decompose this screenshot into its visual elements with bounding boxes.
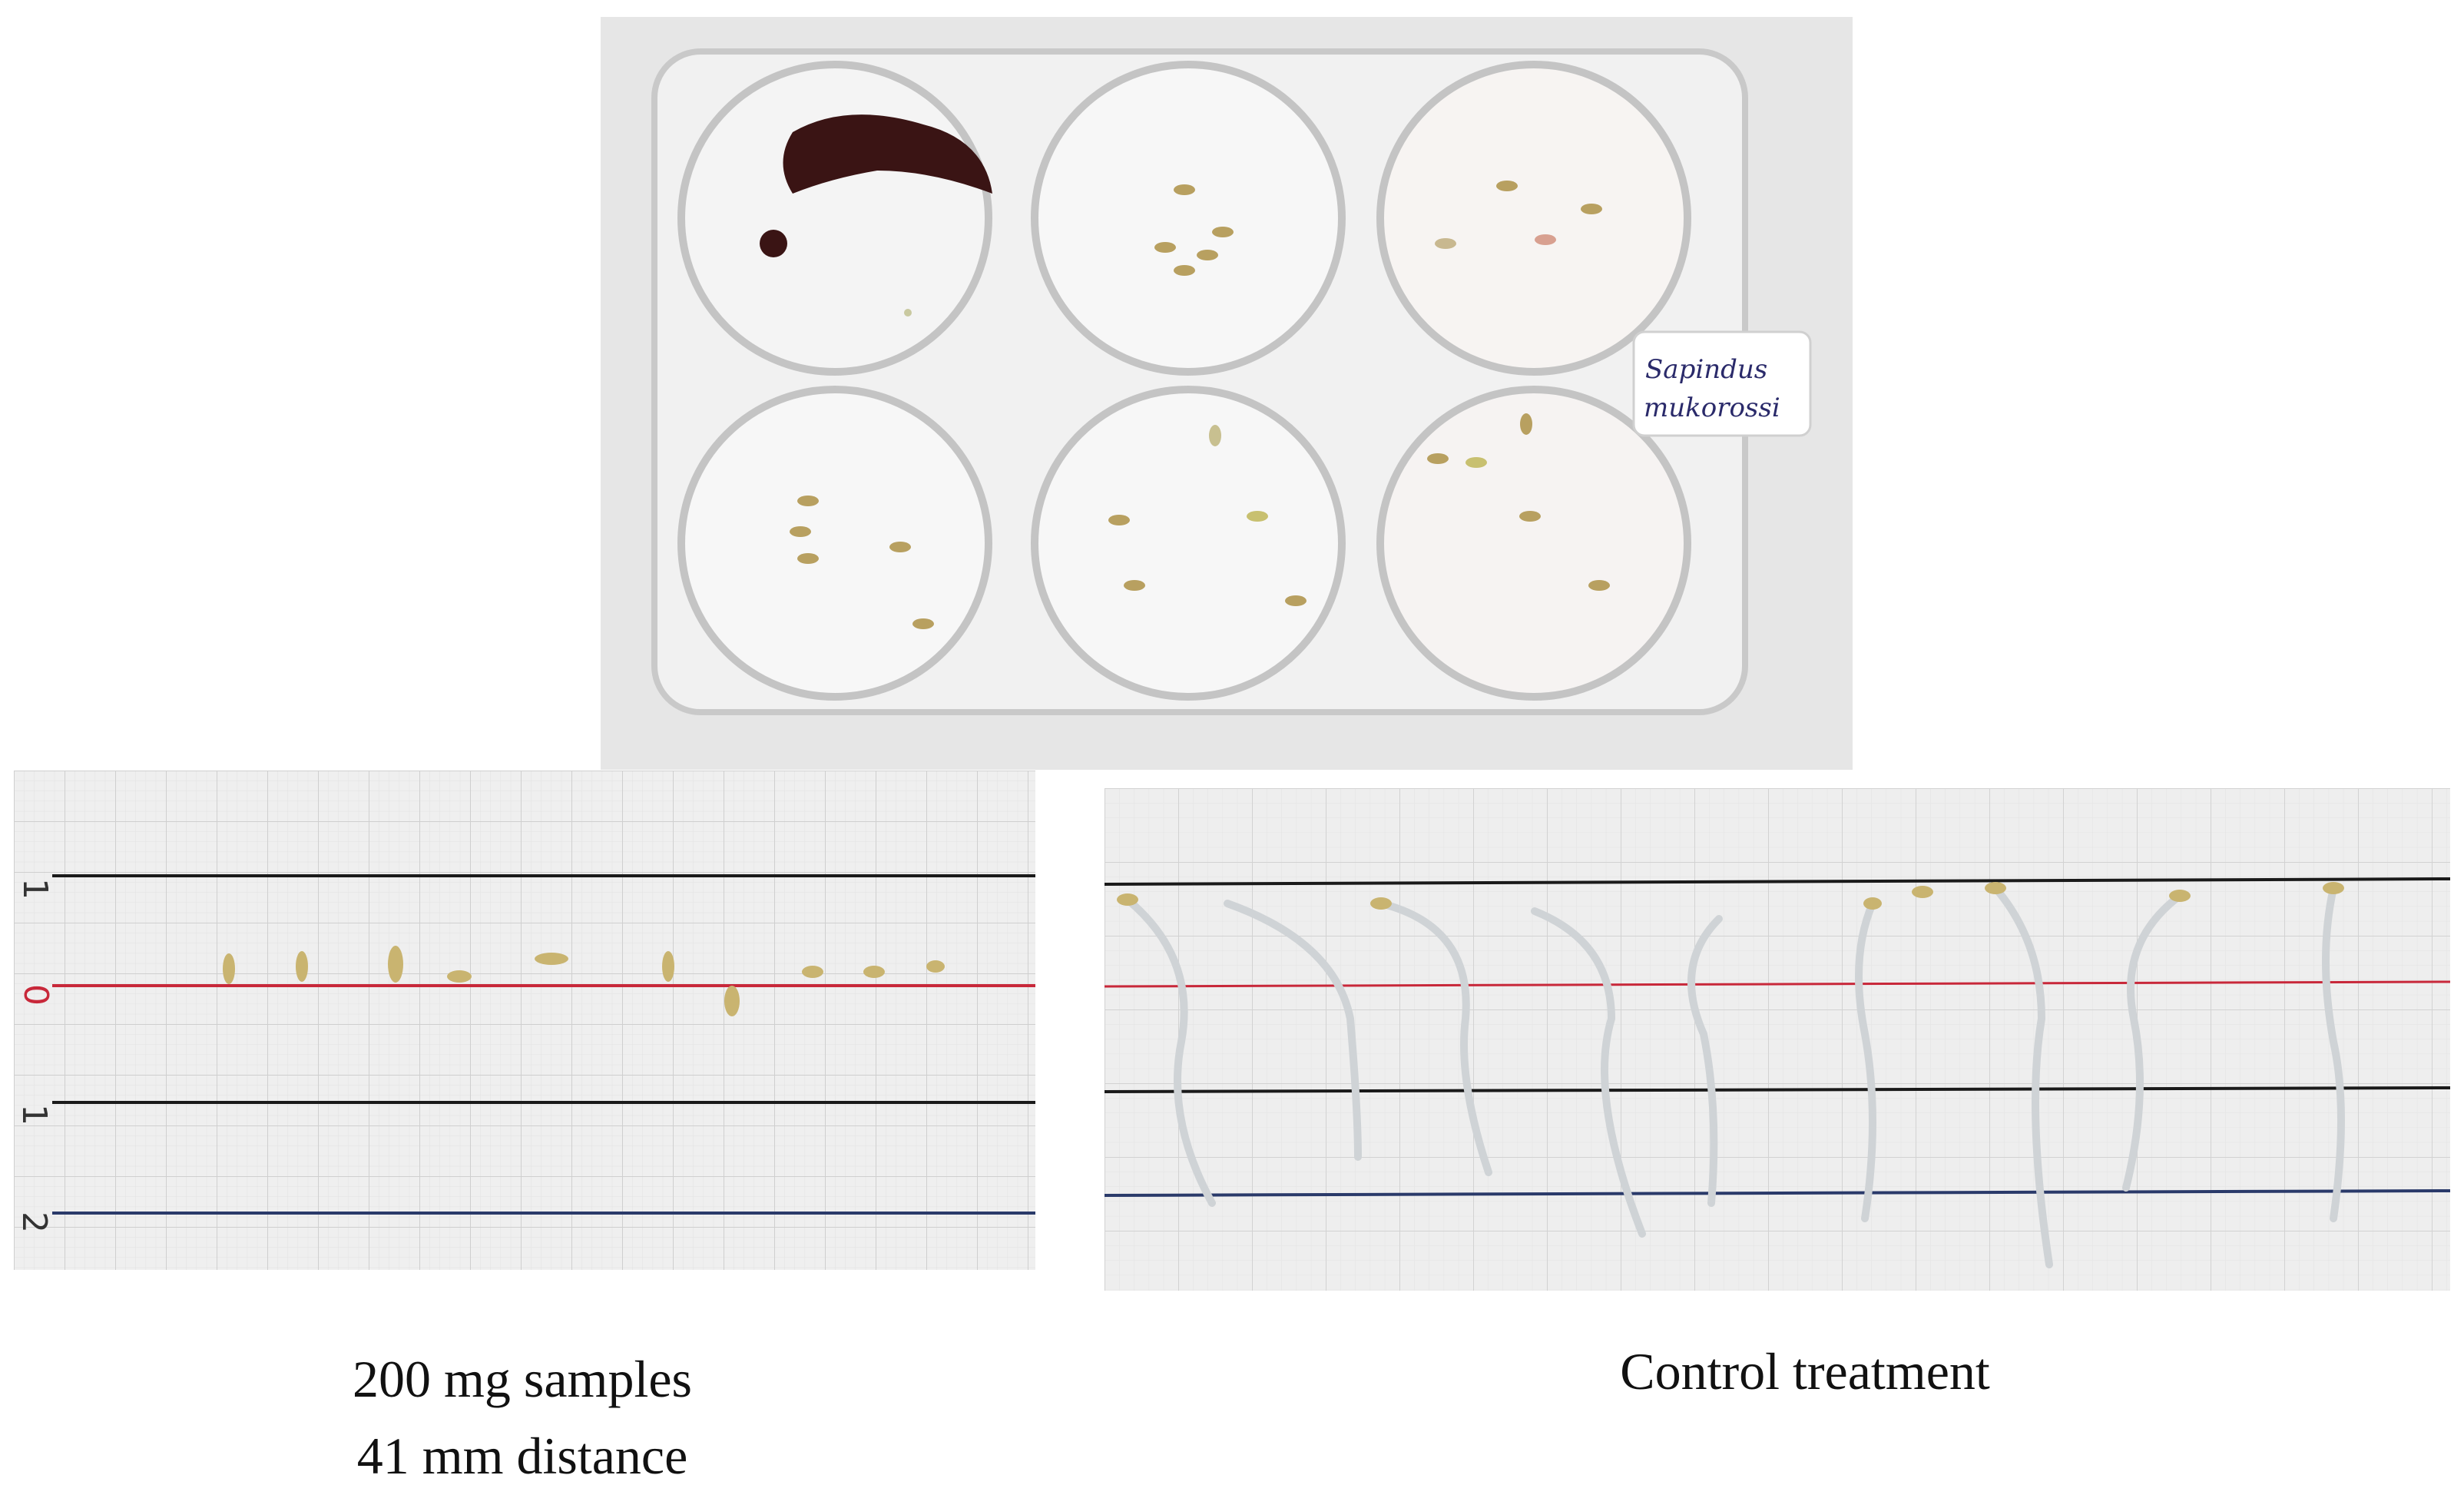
well-3 (1376, 61, 1691, 376)
treatment-caption: 200 mg samples 41 mm distance (230, 1341, 814, 1494)
well-2 (1031, 61, 1346, 376)
ruler-mark: 1 (15, 1104, 54, 1125)
well-5 (1031, 386, 1346, 701)
line-red-zero (1104, 980, 2450, 988)
treatment-seedlings-illustration: 1 0 1 2 (14, 771, 1035, 1270)
well-plate-photo: 2 (601, 17, 1853, 770)
line-black-bottom (1104, 1086, 2450, 1093)
treatment-caption-line2: 41 mm distance (356, 1427, 688, 1485)
ruler-mark: 0 (16, 984, 55, 1006)
control-seedlings-illustration (1104, 788, 2450, 1291)
well-plate-illustration: 2 (601, 17, 1853, 770)
well-6 (1376, 386, 1691, 701)
species-label-line1: Sapindus (1645, 354, 1767, 385)
species-label: Sapindus mukorossi (1632, 330, 1812, 437)
ruler-mark: 2 (15, 1212, 54, 1233)
treatment-seedlings-photo: 1 0 1 2 (14, 771, 1035, 1270)
control-seed-coats (1117, 882, 2344, 910)
well-1 (677, 61, 992, 376)
treatment-caption-line1: 200 mg samples (353, 1350, 692, 1408)
control-caption-text: Control treatment (1620, 1342, 1990, 1401)
well-4 (677, 386, 992, 701)
short-seedlings (223, 946, 945, 1016)
line-black-top (1104, 877, 2450, 886)
species-label-line2: mukorossi (1644, 393, 1780, 423)
ruler-mark: 1 (15, 878, 55, 900)
line-blue (1104, 1189, 2450, 1197)
control-seedlings-photo (1104, 788, 2450, 1291)
control-caption: Control treatment (1459, 1333, 2151, 1410)
long-seedlings (1124, 884, 2345, 1268)
